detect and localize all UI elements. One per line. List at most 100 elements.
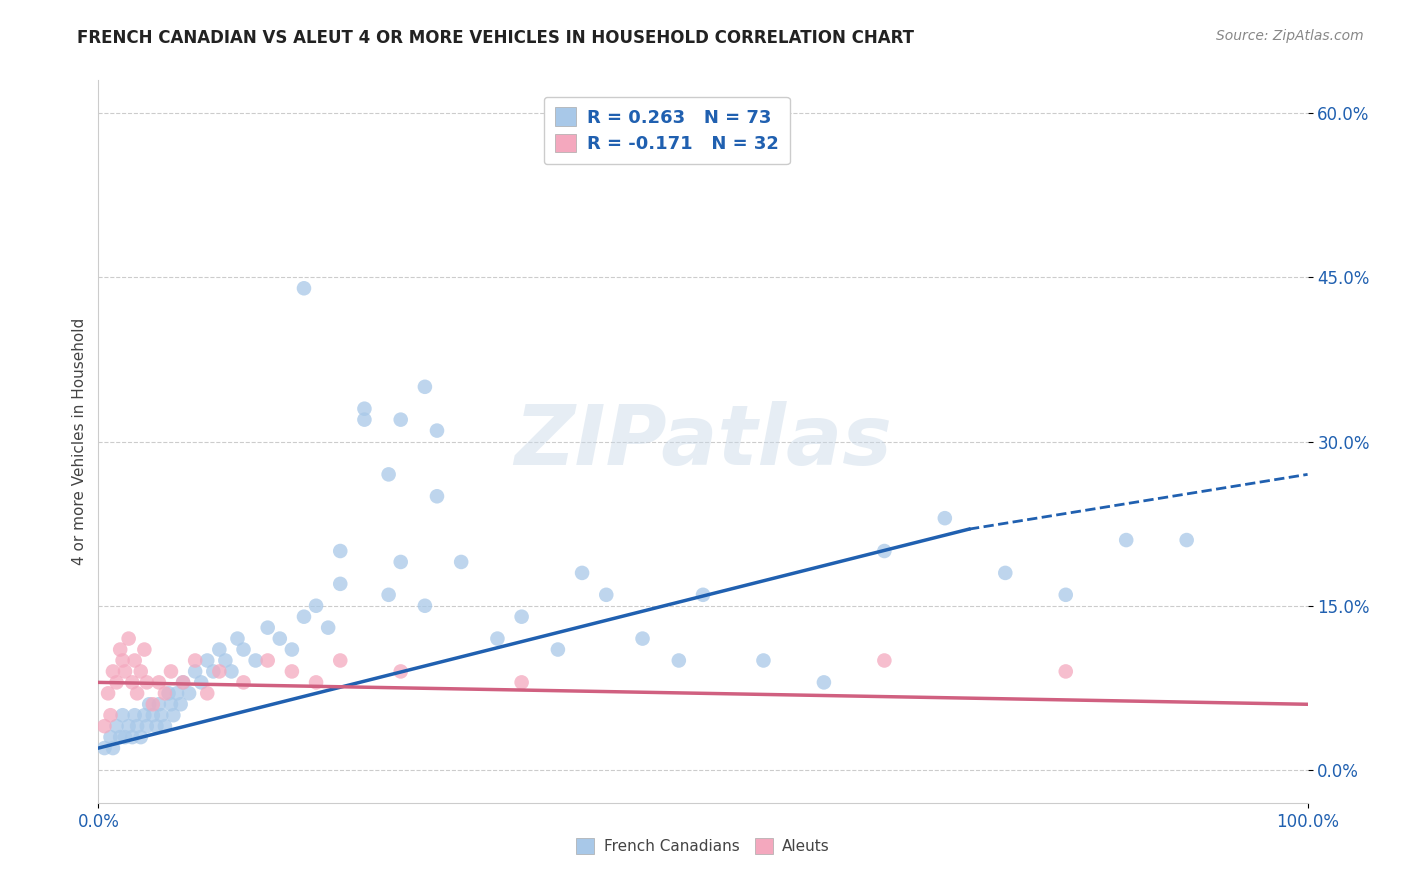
Point (232, 675, 254, 690)
Point (281, 665, 304, 679)
Y-axis label: 4 or more Vehicles in Household: 4 or more Vehicles in Household (72, 318, 87, 566)
Point (93, 719, 115, 733)
Point (190, 675, 212, 690)
Point (97, 686, 120, 700)
Point (105, 719, 128, 733)
Point (148, 675, 170, 690)
Point (127, 686, 149, 700)
Point (160, 665, 183, 679)
Point (631, 632, 654, 646)
Point (108, 730, 131, 744)
Point (329, 577, 352, 591)
Point (160, 698, 183, 712)
Point (389, 665, 412, 679)
Point (292, 281, 315, 295)
Point (124, 708, 146, 723)
Point (129, 665, 152, 679)
Point (353, 412, 375, 426)
Text: Source: ZipAtlas.com: Source: ZipAtlas.com (1216, 29, 1364, 43)
Point (166, 686, 188, 700)
Point (135, 675, 157, 690)
Point (142, 698, 165, 712)
Point (208, 665, 231, 679)
Point (668, 653, 690, 667)
Point (195, 686, 218, 700)
Point (426, 489, 449, 503)
Point (184, 653, 207, 667)
Point (1054, 665, 1077, 679)
Point (269, 632, 291, 646)
Point (571, 566, 593, 580)
Point (169, 698, 191, 712)
Point (934, 511, 956, 525)
Point (256, 653, 278, 667)
Point (413, 380, 436, 394)
Point (221, 665, 243, 679)
Point (101, 665, 124, 679)
Point (148, 698, 170, 712)
Point (121, 675, 143, 690)
Point (413, 599, 436, 613)
Point (108, 642, 131, 657)
Text: FRENCH CANADIAN VS ALEUT 4 OR MORE VEHICLES IN HOUSEHOLD CORRELATION CHART: FRENCH CANADIAN VS ALEUT 4 OR MORE VEHIC… (77, 29, 914, 46)
Point (1054, 588, 1077, 602)
Point (389, 555, 412, 569)
Point (118, 719, 141, 733)
Point (389, 412, 412, 426)
Point (93, 741, 115, 756)
Point (157, 686, 180, 700)
Point (281, 642, 304, 657)
Point (510, 609, 533, 624)
Point (377, 588, 399, 602)
Point (510, 675, 533, 690)
Point (111, 708, 134, 723)
Point (994, 566, 1017, 580)
Point (172, 675, 194, 690)
Point (114, 730, 136, 744)
Point (121, 730, 143, 744)
Point (105, 675, 128, 690)
Point (226, 632, 249, 646)
Point (100, 708, 122, 723)
Point (377, 467, 399, 482)
Point (450, 555, 472, 569)
Point (353, 401, 375, 416)
Point (184, 665, 207, 679)
Point (134, 642, 156, 657)
Point (153, 719, 176, 733)
Point (329, 653, 352, 667)
Point (752, 653, 775, 667)
Point (134, 708, 156, 723)
Text: ZIPatlas: ZIPatlas (515, 401, 891, 482)
Point (316, 621, 339, 635)
Point (208, 642, 231, 657)
Point (150, 708, 173, 723)
Point (292, 609, 315, 624)
Point (1115, 533, 1137, 547)
Point (813, 675, 835, 690)
Point (245, 653, 267, 667)
Point (100, 730, 122, 744)
Point (547, 642, 569, 657)
Point (305, 599, 328, 613)
Point (114, 665, 136, 679)
Point (179, 686, 201, 700)
Point (595, 588, 617, 602)
Point (873, 544, 896, 558)
Legend: French Canadians, Aleuts: French Canadians, Aleuts (569, 832, 837, 860)
Point (142, 708, 165, 723)
Point (101, 741, 124, 756)
Point (232, 642, 254, 657)
Point (202, 665, 225, 679)
Point (162, 708, 184, 723)
Point (118, 632, 141, 646)
Point (305, 675, 328, 690)
Point (486, 632, 509, 646)
Point (172, 675, 194, 690)
Point (195, 653, 218, 667)
Point (129, 730, 152, 744)
Point (138, 698, 160, 712)
Point (256, 621, 278, 635)
Point (127, 719, 149, 733)
Point (135, 719, 157, 733)
